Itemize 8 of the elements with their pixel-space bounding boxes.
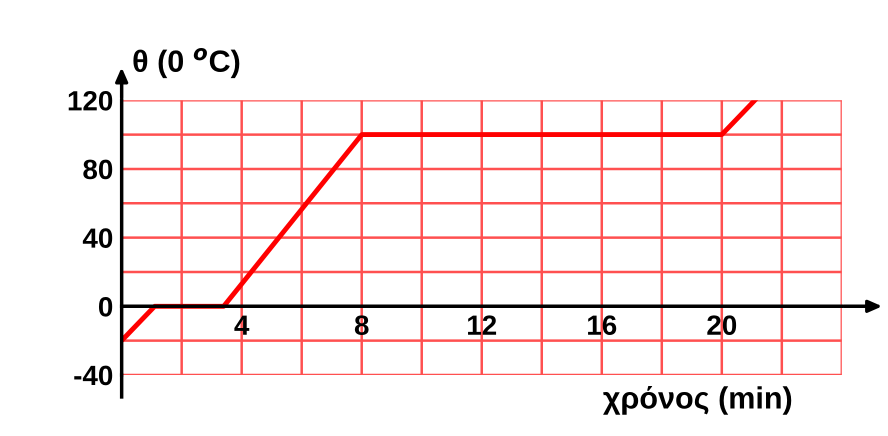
- y-tick-label: 80: [83, 160, 112, 180]
- x-axis-title: χρόνος (min): [603, 386, 792, 415]
- y-axis-title: θ (0 $^{o}$C): [133, 48, 240, 78]
- line-series: [122, 100, 758, 344]
- y-tick-label: 0: [98, 296, 112, 317]
- y-tick-label: -40: [74, 366, 112, 386]
- y-tick-label: 120: [68, 90, 112, 111]
- y-tick-label: 40: [82, 228, 112, 248]
